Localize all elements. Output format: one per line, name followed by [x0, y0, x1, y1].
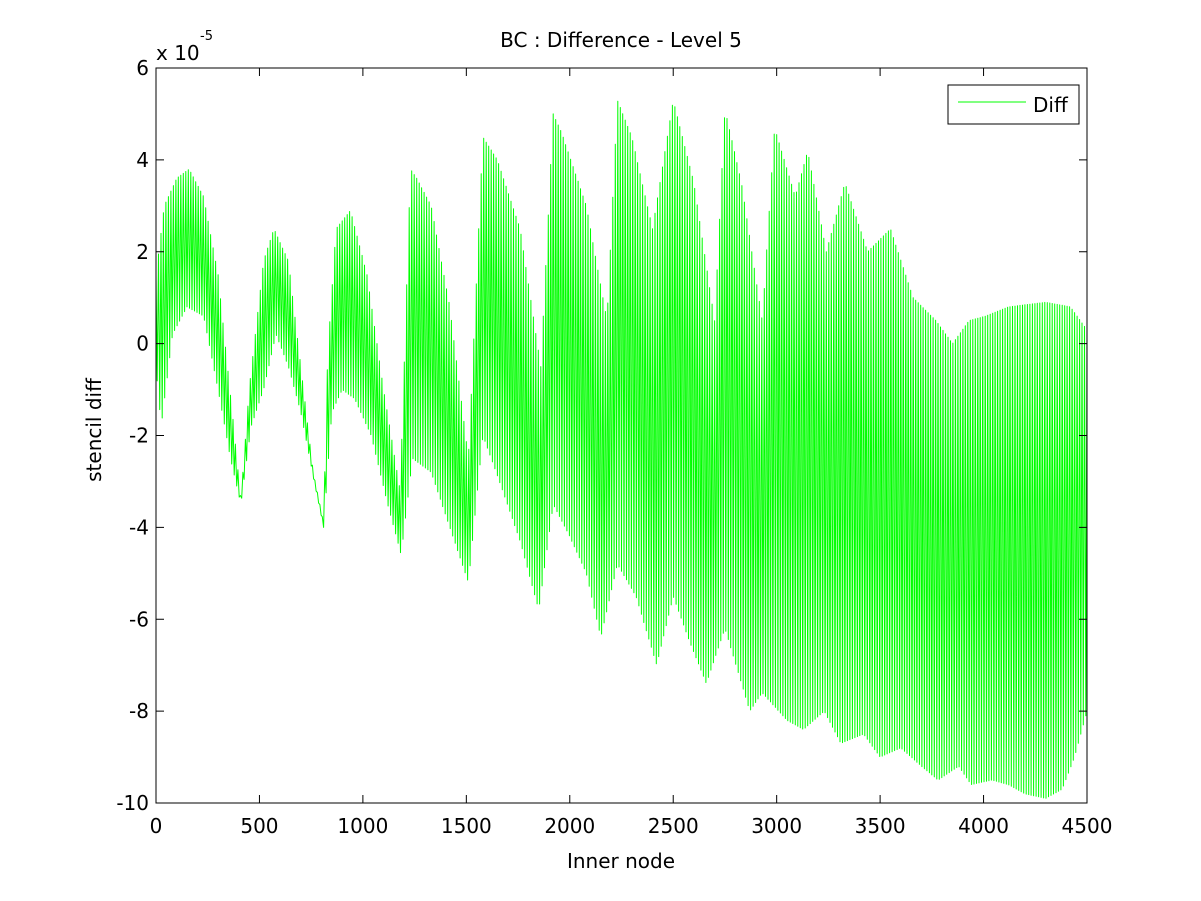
x-tick-label: 3500 — [855, 814, 906, 838]
y-axis-label: stencil diff — [82, 377, 106, 482]
y-axis: -10 -8 -6 -4 -2 0 2 4 6 — [116, 56, 1087, 815]
y-tick-label: -4 — [129, 515, 149, 539]
x-tick-label: 0 — [150, 814, 163, 838]
legend-box — [947, 84, 1080, 125]
y-tick-label: 0 — [136, 332, 149, 356]
legend-label-diff: Diff — [1033, 93, 1069, 117]
x-tick-label: 1500 — [441, 814, 492, 838]
y-tick-label: -2 — [129, 424, 149, 448]
chart-title: BC : Difference - Level 5 — [500, 28, 742, 52]
y-tick-label: 2 — [136, 240, 149, 264]
x-tick-label: 4000 — [958, 814, 1009, 838]
x-tick-label: 2000 — [544, 814, 595, 838]
x-tick-label: 2500 — [648, 814, 699, 838]
series-layer — [156, 100, 1087, 799]
y-tick-label: -10 — [116, 791, 149, 815]
y-exponent-power: -5 — [200, 29, 213, 44]
x-tick-label: 4500 — [1062, 814, 1113, 838]
y-exponent-base: x 10 — [156, 41, 200, 65]
x-axis-label: Inner node — [567, 849, 675, 873]
x-tick-label: 3000 — [751, 814, 802, 838]
x-axis: 0 500 1000 1500 2000 2500 3000 3500 4000 4500 — [150, 68, 1113, 838]
y-tick-label: 4 — [136, 148, 149, 172]
series-line-diff — [156, 100, 1087, 799]
x-tick-label: 1000 — [337, 814, 388, 838]
y-tick-label: -6 — [129, 607, 149, 631]
legend: Diff — [947, 84, 1080, 125]
y-tick-label: -8 — [129, 699, 149, 723]
y-tick-label: 6 — [136, 56, 149, 80]
x-tick-label: 500 — [240, 814, 278, 838]
